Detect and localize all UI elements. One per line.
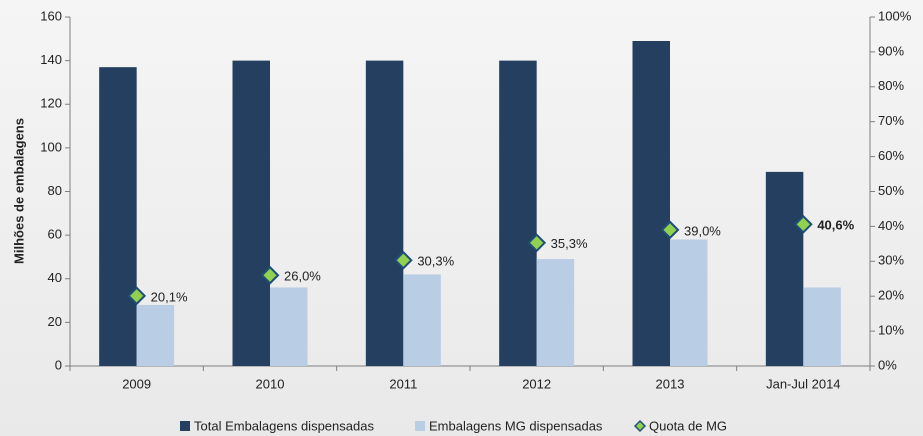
legend-marker [633, 419, 647, 433]
legend-label: Quota de MG [649, 418, 727, 433]
y2-tick-label: 0% [878, 357, 897, 372]
y2-tick-label: 40% [878, 218, 904, 233]
y-tick-label: 80 [48, 183, 62, 198]
bar [536, 259, 575, 366]
data-label: 20,1% [151, 289, 188, 304]
data-label: 30,3% [417, 254, 454, 269]
bar [99, 67, 137, 366]
y2-tick-label: 20% [878, 288, 904, 303]
y-tick-label: 40 [48, 270, 62, 285]
y2-tick-label: 70% [878, 113, 904, 128]
y2-tick-label: 30% [878, 253, 904, 268]
y2-tick-label: 10% [878, 323, 904, 338]
y-tick-label: 160 [40, 8, 62, 23]
marker [393, 250, 413, 270]
y2-tick-label: 80% [878, 78, 904, 93]
x-tick-label: 2010 [256, 376, 285, 391]
marker [260, 265, 280, 285]
bar [765, 171, 804, 366]
legend-label: Embalagens MG dispensadas [429, 418, 603, 433]
marker [127, 286, 147, 306]
x-tick-label: 2012 [522, 376, 551, 391]
data-label: 26,0% [284, 269, 321, 284]
marker [793, 214, 813, 234]
bar [499, 60, 537, 366]
marker [660, 220, 680, 240]
x-tick-label: 2009 [122, 376, 151, 391]
y-tick-label: 100 [40, 139, 62, 154]
y2-tick-label: 100% [878, 8, 912, 23]
legend-label: Total Embalagens dispensadas [194, 418, 374, 433]
y-tick-label: 20 [48, 314, 62, 329]
bar [403, 274, 441, 366]
bar [232, 60, 270, 366]
data-label: 40,6% [817, 218, 854, 233]
bar [365, 60, 404, 366]
x-tick-label: Jan-Jul 2014 [766, 376, 840, 391]
data-label: 39,0% [684, 223, 721, 238]
data-label: 35,3% [551, 236, 588, 251]
bar [670, 239, 708, 366]
x-tick-label: 2013 [656, 376, 685, 391]
legend-marker [180, 421, 190, 431]
bar [632, 40, 670, 367]
y2-tick-label: 50% [878, 183, 904, 198]
bar [270, 287, 308, 366]
y-tick-label: 0 [55, 357, 62, 372]
y2-tick-label: 60% [878, 148, 904, 163]
y2-tick-label: 90% [878, 43, 904, 58]
y-tick-label: 140 [40, 52, 62, 67]
y-tick-label: 120 [40, 96, 62, 111]
x-tick-label: 2011 [389, 376, 417, 391]
legend-marker [415, 421, 425, 431]
bar [136, 304, 175, 366]
y-axis-title: Milhões de embalagens [11, 118, 26, 264]
bar [803, 287, 841, 366]
marker [527, 233, 547, 253]
y-tick-label: 60 [48, 227, 62, 242]
